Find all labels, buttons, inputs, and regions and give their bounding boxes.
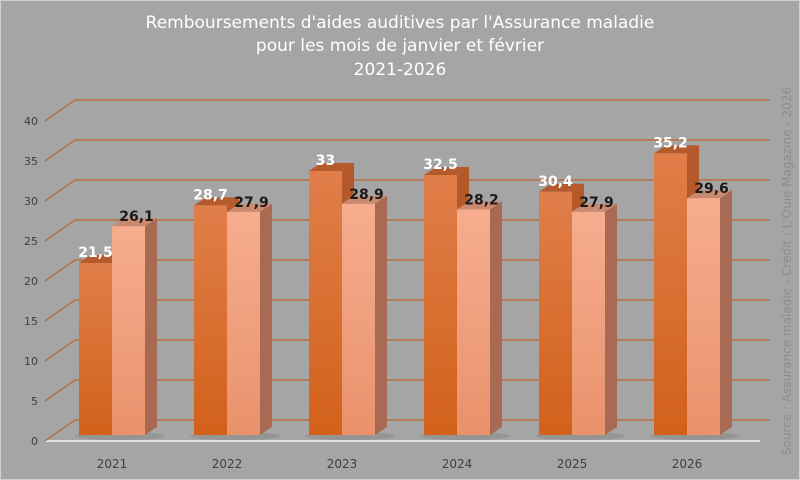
bar — [79, 263, 112, 435]
y-tick-label: 40 — [24, 115, 38, 128]
bar — [424, 175, 457, 435]
chart-title-line-3: 2021-2026 — [353, 60, 447, 80]
gridline — [44, 179, 770, 202]
data-label: 28,2 — [464, 192, 499, 208]
bar-top — [539, 183, 584, 192]
gridline — [44, 139, 770, 162]
bar-top — [687, 190, 732, 199]
data-label: 28,9 — [349, 187, 384, 203]
x-tick-label: 2023 — [327, 457, 358, 471]
bar-top — [342, 195, 387, 204]
bar-top — [654, 145, 699, 154]
bar-side — [490, 201, 502, 435]
y-tick-label: 10 — [24, 355, 38, 368]
y-tick-label: 20 — [24, 275, 38, 288]
data-label: 28,7 — [193, 187, 228, 203]
bar — [194, 205, 227, 435]
bar-top — [309, 163, 354, 171]
gridline — [44, 299, 770, 322]
bar — [457, 209, 490, 435]
chart-title-line-1: Remboursements d'aides auditives par l'A… — [145, 13, 655, 33]
data-label: 30,4 — [538, 174, 573, 190]
data-label: 35,2 — [653, 135, 688, 151]
bar — [687, 198, 720, 435]
bar — [112, 226, 145, 435]
gridline — [44, 219, 770, 242]
gridline — [44, 379, 770, 402]
bar-top — [424, 167, 469, 175]
data-label: 33 — [316, 153, 335, 169]
bar — [309, 171, 342, 435]
bar — [539, 191, 572, 435]
data-label: 27,9 — [234, 195, 269, 211]
x-tick-label: 2022 — [212, 457, 243, 471]
y-tick-label: 35 — [24, 155, 38, 168]
y-tick-label: 0 — [31, 435, 38, 448]
data-label: 32,5 — [423, 157, 458, 173]
bar-top — [457, 201, 502, 210]
data-label: 26,1 — [119, 209, 154, 225]
bar-side — [720, 190, 732, 435]
bar-top — [194, 197, 239, 206]
bar-top — [112, 218, 157, 227]
x-tick-label: 2024 — [442, 457, 473, 471]
y-tick-label: 25 — [24, 235, 38, 248]
gridline — [44, 339, 770, 362]
y-tick-label: 30 — [24, 195, 38, 208]
bar — [342, 203, 375, 435]
y-tick-label: 5 — [31, 395, 38, 408]
x-tick-label: 2026 — [672, 457, 703, 471]
y-tick-label: 15 — [24, 315, 38, 328]
bar-top — [227, 203, 272, 212]
gridline — [44, 259, 770, 282]
data-label: 27,9 — [579, 195, 614, 211]
chart-title-line-2: pour les mois de janvier et février — [255, 36, 545, 56]
gridline — [44, 99, 770, 122]
bar — [572, 211, 605, 435]
bar-side — [145, 218, 157, 435]
data-label: 29,6 — [694, 181, 729, 197]
x-tick-label: 2025 — [557, 457, 588, 471]
x-tick-label: 2021 — [97, 457, 128, 471]
bar-side — [375, 195, 387, 435]
gridline-base — [44, 419, 770, 442]
bar-top — [572, 203, 617, 212]
bar-side — [605, 203, 617, 435]
bar-side — [260, 203, 272, 435]
bar — [227, 211, 260, 435]
bar — [654, 153, 687, 435]
data-label: 21,5 — [78, 245, 113, 261]
